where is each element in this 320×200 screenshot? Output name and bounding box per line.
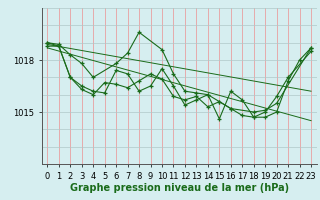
X-axis label: Graphe pression niveau de la mer (hPa): Graphe pression niveau de la mer (hPa): [70, 183, 289, 193]
